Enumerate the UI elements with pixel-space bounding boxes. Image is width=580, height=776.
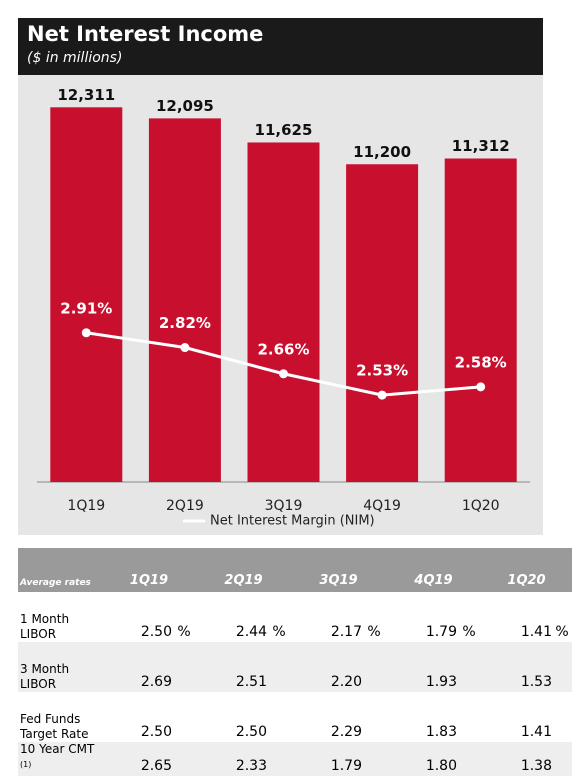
column-header: 3Q19 xyxy=(291,548,386,592)
bar-value-label: 12,095 xyxy=(156,97,214,115)
nim-value-label: 2.91% xyxy=(60,299,112,317)
spacer xyxy=(362,742,386,776)
corner-label: Average rates xyxy=(18,548,102,592)
spacer xyxy=(267,692,291,742)
cell-value: 2.65 xyxy=(102,742,172,776)
cell-value: 2.50 xyxy=(235,724,267,740)
spacer xyxy=(457,692,481,742)
x-tick-label: 1Q19 xyxy=(67,498,105,514)
legend-label: Net Interest Margin (NIM) xyxy=(210,514,375,529)
spacer xyxy=(267,742,291,776)
row-label: 3 Month LIBOR xyxy=(18,642,102,692)
row-label-text: 3 Month LIBOR xyxy=(20,662,70,691)
spacer xyxy=(362,642,386,692)
bar-value-label: 11,200 xyxy=(353,143,411,161)
cell-value: 1.83 xyxy=(425,724,457,740)
nim-point xyxy=(81,328,91,338)
spacer xyxy=(362,692,386,742)
cell-value: 2.44 xyxy=(235,624,267,640)
bar-value-label: 12,311 xyxy=(57,86,115,104)
nim-value-label: 2.53% xyxy=(356,362,408,380)
cell-value: 1.79 xyxy=(291,742,362,776)
bar xyxy=(346,164,419,482)
bar xyxy=(50,107,123,482)
unit: % xyxy=(272,624,286,640)
spacer xyxy=(267,642,291,692)
unit: % xyxy=(555,624,569,640)
table-row: 10 Year CMT (1) 2.65 2.33 1.79 1.80 1.38 xyxy=(18,742,572,776)
nim-value-label: 2.66% xyxy=(257,340,309,358)
spacer xyxy=(172,642,196,692)
cell-value: 1.41 xyxy=(520,724,552,740)
nim-value-label: 2.82% xyxy=(159,314,211,332)
cell-value: 1.79 xyxy=(425,624,457,640)
chart: Net Interest Income ($ in millions) Net … xyxy=(18,18,543,535)
nim-point xyxy=(377,390,387,400)
x-tick-label: 3Q19 xyxy=(265,498,303,514)
cell-value: 2.29 xyxy=(330,724,362,740)
x-tick-label: 2Q19 xyxy=(166,498,204,514)
bar xyxy=(247,142,320,482)
cell-value: 2.50 xyxy=(140,624,172,640)
cell-value: 2.20 xyxy=(291,642,362,692)
row-label: 1 Month LIBOR xyxy=(18,592,102,642)
row-label: 10 Year CMT (1) xyxy=(18,742,102,776)
nim-point xyxy=(180,343,190,353)
row-label: Fed Funds Target Rate xyxy=(18,692,102,742)
spacer xyxy=(172,692,196,742)
bar xyxy=(148,118,221,482)
row-label-text: 1 Month LIBOR xyxy=(20,612,70,641)
spacer xyxy=(552,642,572,692)
spacer xyxy=(457,742,481,776)
cell-value: 2.69 xyxy=(102,642,172,692)
cell-value: 1.80 xyxy=(386,742,457,776)
row-label-text: Fed Funds Target Rate xyxy=(20,712,89,741)
unit: % xyxy=(177,624,191,640)
cell-value: 1.53 xyxy=(481,642,552,692)
page: Net Interest Income ($ in millions) Net … xyxy=(18,18,572,776)
cell-value: 1.93 xyxy=(386,642,457,692)
title-bar xyxy=(18,18,543,75)
nim-value-label: 2.58% xyxy=(455,353,507,371)
cell-value: 1.41 xyxy=(520,624,552,640)
row-label-text: 10 Year CMT xyxy=(20,742,95,756)
bar-value-label: 11,312 xyxy=(452,137,510,155)
nim-point xyxy=(279,369,288,379)
bar xyxy=(444,158,517,482)
column-header: 1Q20 xyxy=(481,548,572,592)
rates-table: Average rates 1Q19 2Q19 3Q19 4Q19 1Q20 1 Mont… xyxy=(18,548,572,776)
table-row: Fed Funds Target Rate 2.50 2.50 2.29 1.83 1.4… xyxy=(18,692,572,742)
cell-value: 2.33 xyxy=(196,742,267,776)
cell-value: 2.51 xyxy=(196,642,267,692)
footnote-mark: (1) xyxy=(20,760,32,769)
spacer xyxy=(172,742,196,776)
column-header: 4Q19 xyxy=(386,548,481,592)
cell-value: 2.50 xyxy=(140,724,172,740)
bar-value-label: 11,625 xyxy=(255,121,313,139)
spacer xyxy=(552,692,572,742)
column-header: 1Q19 xyxy=(102,548,196,592)
spacer xyxy=(552,742,572,776)
column-header: 2Q19 xyxy=(196,548,291,592)
unit: % xyxy=(367,624,381,640)
unit: % xyxy=(462,624,476,640)
cell-value: 2.17 xyxy=(330,624,362,640)
table-row: 3 Month LIBOR 2.69 2.51 2.20 1.93 1.53 xyxy=(18,642,572,692)
x-tick-label: 4Q19 xyxy=(363,498,401,514)
chart-subtitle: ($ in millions) xyxy=(27,50,122,66)
chart-title: Net Interest Income xyxy=(27,22,263,46)
table-row: 1 Month LIBOR 2.50% 2.44% 2.17% 1.79% 1.41% xyxy=(18,592,572,642)
spacer xyxy=(457,642,481,692)
x-tick-label: 1Q20 xyxy=(462,498,500,514)
cell-value: 1.38 xyxy=(481,742,552,776)
nim-point xyxy=(476,382,486,392)
